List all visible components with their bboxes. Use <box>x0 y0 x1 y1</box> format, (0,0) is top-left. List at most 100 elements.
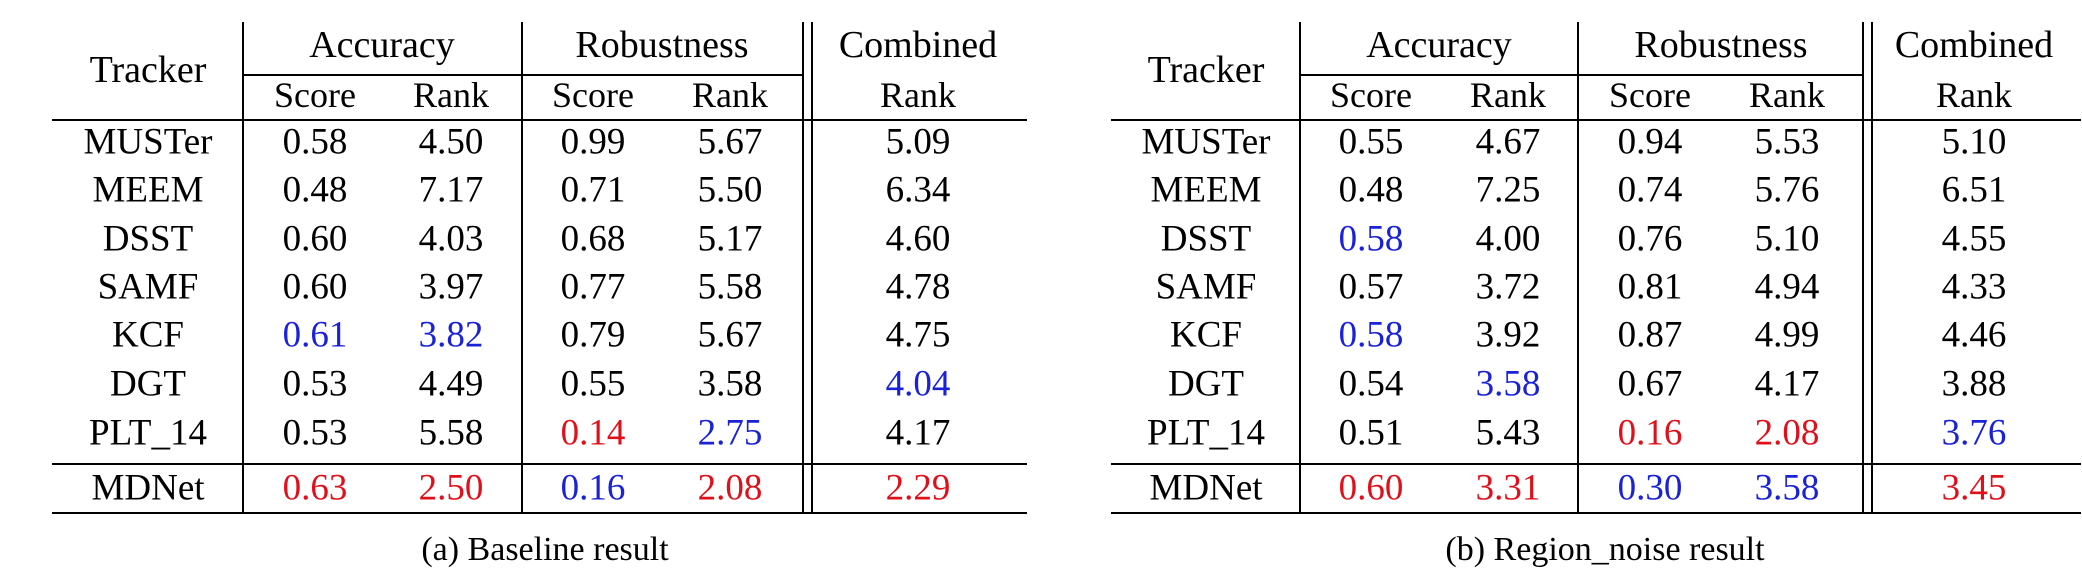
header-rob-rank: Rank <box>1749 75 1825 115</box>
cell-tracker: MEEM <box>92 169 204 211</box>
cell-tracker: KCF <box>112 314 184 356</box>
cell-combined-rank: 6.51 <box>1941 169 2007 211</box>
cell-acc-score: 0.57 <box>1338 266 1404 308</box>
header-combined: Combined <box>838 24 998 66</box>
cell-combined-rank: 4.33 <box>1941 266 2007 308</box>
cell-rob-score: 0.77 <box>560 266 626 308</box>
cell-tracker: DGT <box>109 363 187 405</box>
cell-acc-score: 0.61 <box>282 314 348 356</box>
cell-rob-rank: 5.53 <box>1754 121 1820 163</box>
cell-tracker: MEEM <box>1150 169 1262 211</box>
table-caption: (b) Region_noise result <box>1445 531 1765 568</box>
cell-tracker: SAMF <box>1155 266 1257 308</box>
cell-combined-rank: 4.75 <box>885 314 951 356</box>
cell-acc-rank: 4.67 <box>1475 121 1541 163</box>
cell-rob-score: 0.74 <box>1617 169 1683 211</box>
cell-rob-rank: 5.58 <box>697 266 763 308</box>
cell-acc-rank: 3.31 <box>1475 467 1541 509</box>
cell-combined-rank: 5.09 <box>885 121 951 163</box>
cell-tracker: MDNet <box>1149 467 1263 509</box>
header-robustness: Robustness <box>575 24 749 66</box>
cell-tracker: SAMF <box>97 266 199 308</box>
cell-combined-rank: 3.45 <box>1941 467 2007 509</box>
cell-combined-rank: 4.60 <box>885 218 951 260</box>
cell-combined-rank: 4.46 <box>1941 314 2007 356</box>
table-baseline: Tracker Accuracy Robustness Combined Sco… <box>0 0 1040 582</box>
header-acc-score: Score <box>1330 75 1412 115</box>
cell-rob-rank: 2.08 <box>697 467 763 509</box>
cell-acc-score: 0.53 <box>282 363 348 405</box>
cell-acc-score: 0.58 <box>282 121 348 163</box>
cell-tracker: DSST <box>1160 218 1252 260</box>
cell-rob-score: 0.30 <box>1617 467 1683 509</box>
cell-rob-score: 0.99 <box>560 121 626 163</box>
header-rob-score: Score <box>552 75 634 115</box>
cell-rob-rank: 3.58 <box>1754 467 1820 509</box>
table-region-noise: Tracker Accuracy Robustness Combined Sco… <box>1041 0 2081 582</box>
header-acc-rank: Rank <box>413 75 489 115</box>
table-rules <box>52 22 1027 514</box>
cell-acc-score: 0.54 <box>1338 363 1404 405</box>
cell-rob-score: 0.14 <box>560 412 626 454</box>
cell-acc-score: 0.51 <box>1338 412 1404 454</box>
cell-rob-rank: 5.76 <box>1754 169 1820 211</box>
cell-rob-rank: 4.17 <box>1754 363 1820 405</box>
cell-acc-score: 0.60 <box>282 218 348 260</box>
cell-rob-rank: 2.08 <box>1754 412 1820 454</box>
cell-rob-score: 0.67 <box>1617 363 1683 405</box>
cell-combined-rank: 6.34 <box>885 169 951 211</box>
cell-rob-score: 0.55 <box>560 363 626 405</box>
cell-combined-rank: 2.29 <box>885 467 951 509</box>
cell-acc-rank: 3.92 <box>1475 314 1541 356</box>
cell-acc-rank: 4.50 <box>418 121 484 163</box>
cell-combined-rank: 4.78 <box>885 266 951 308</box>
header-accuracy: Accuracy <box>1366 24 1512 66</box>
cell-acc-rank: 4.00 <box>1475 218 1541 260</box>
header-combined-rank: Rank <box>1936 75 2012 115</box>
cell-tracker: DSST <box>102 218 194 260</box>
header-tracker: Tracker <box>1147 49 1265 91</box>
cell-acc-score: 0.53 <box>282 412 348 454</box>
cell-rob-rank: 5.10 <box>1754 218 1820 260</box>
cell-combined-rank: 3.76 <box>1941 412 2007 454</box>
header-acc-rank: Rank <box>1470 75 1546 115</box>
cell-acc-rank: 3.82 <box>418 314 484 356</box>
cell-acc-rank: 3.72 <box>1475 266 1541 308</box>
header-tracker: Tracker <box>89 49 207 91</box>
cell-rob-score: 0.68 <box>560 218 626 260</box>
cell-combined-rank: 5.10 <box>1941 121 2007 163</box>
cell-rob-score: 0.16 <box>1617 412 1683 454</box>
header-combined-rank: Rank <box>880 75 956 115</box>
cell-acc-score: 0.58 <box>1338 314 1404 356</box>
cell-combined-rank: 4.17 <box>885 412 951 454</box>
header-combined: Combined <box>1894 24 2054 66</box>
cell-acc-score: 0.55 <box>1338 121 1404 163</box>
header-robustness: Robustness <box>1634 24 1808 66</box>
header-rob-rank: Rank <box>692 75 768 115</box>
cell-acc-rank: 4.49 <box>418 363 484 405</box>
cell-rob-rank: 4.94 <box>1754 266 1820 308</box>
cell-rob-rank: 5.17 <box>697 218 763 260</box>
header-rob-score: Score <box>1609 75 1691 115</box>
cell-acc-rank: 5.58 <box>418 412 484 454</box>
cell-rob-score: 0.16 <box>560 467 626 509</box>
cell-rob-rank: 4.99 <box>1754 314 1820 356</box>
cell-acc-rank: 7.17 <box>418 169 484 211</box>
cell-acc-score: 0.60 <box>282 266 348 308</box>
cell-acc-rank: 3.58 <box>1475 363 1541 405</box>
cell-rob-rank: 5.67 <box>697 121 763 163</box>
cell-rob-rank: 5.67 <box>697 314 763 356</box>
cell-tracker: KCF <box>1170 314 1242 356</box>
cell-rob-score: 0.87 <box>1617 314 1683 356</box>
header-accuracy: Accuracy <box>309 24 455 66</box>
cell-tracker: MUSTer <box>1141 121 1271 163</box>
cell-combined-rank: 4.04 <box>885 363 951 405</box>
cell-rob-rank: 5.50 <box>697 169 763 211</box>
table-rules <box>1111 22 2081 514</box>
cell-acc-rank: 2.50 <box>418 467 484 509</box>
cell-rob-score: 0.81 <box>1617 266 1683 308</box>
cell-tracker: DGT <box>1167 363 1245 405</box>
cell-rob-rank: 2.75 <box>697 412 763 454</box>
cell-tracker: PLT_14 <box>89 412 207 454</box>
table-caption: (a) Baseline result <box>421 531 669 568</box>
